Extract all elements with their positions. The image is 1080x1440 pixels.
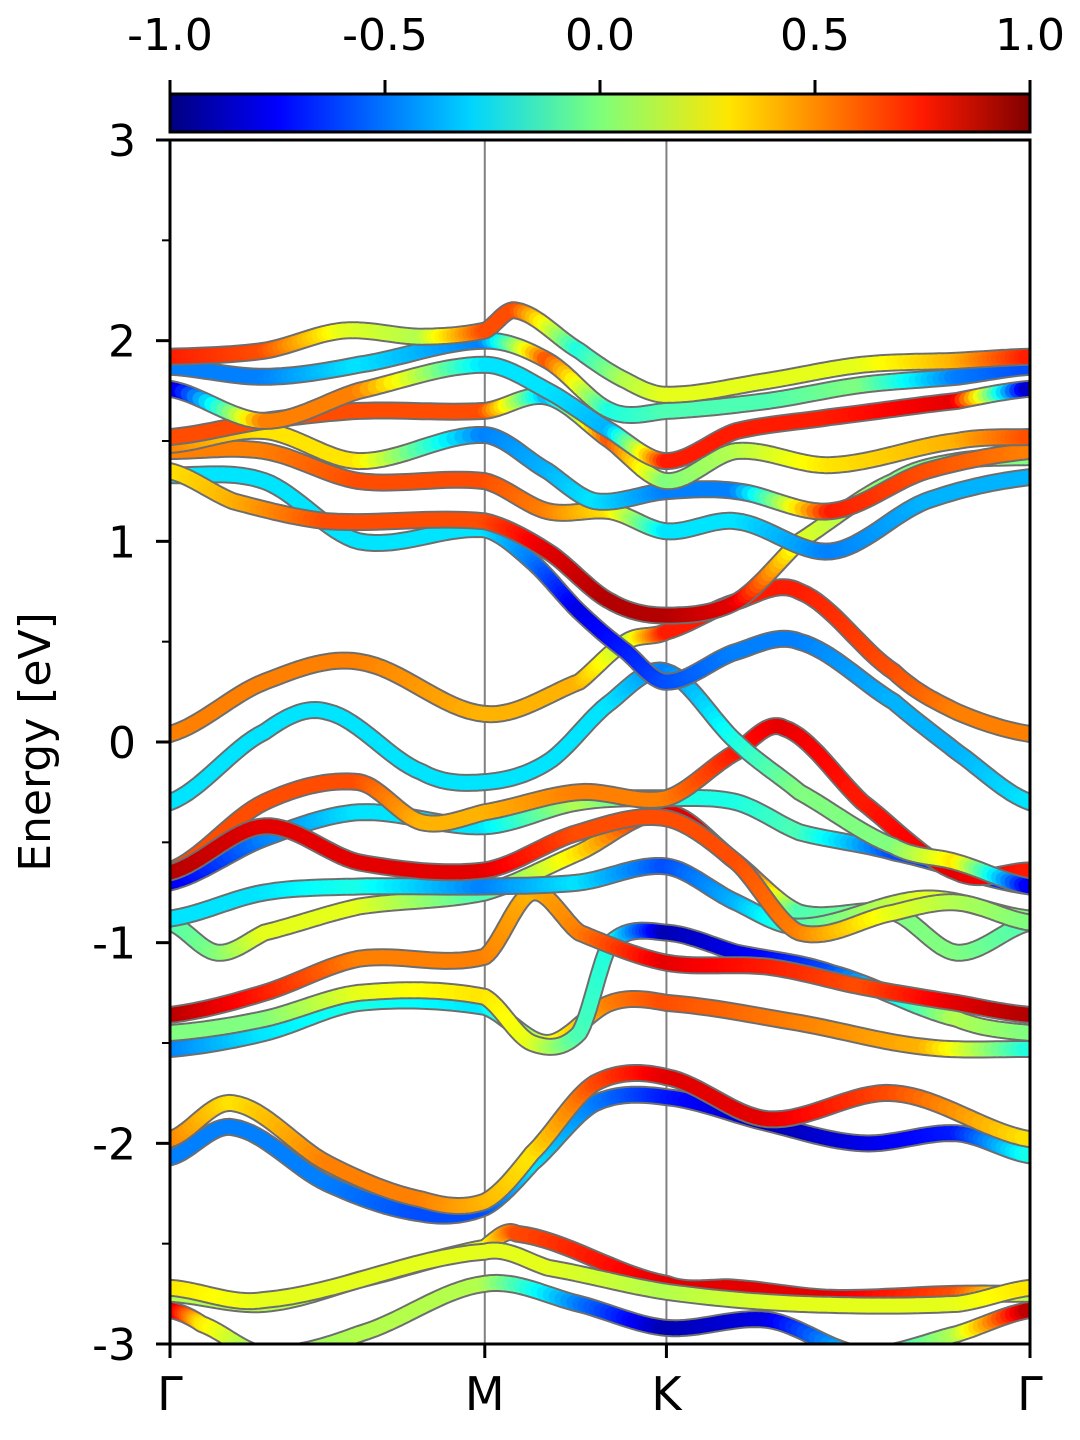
x-tick-label: Γ [1017, 1367, 1043, 1421]
band-15 [170, 578, 1030, 743]
colorbar: -1.0 -0.5 0.0 0.5 1.0 [127, 10, 1065, 134]
bands [170, 301, 1030, 1355]
band-segment [306, 1340, 324, 1344]
band-13 [170, 807, 1030, 944]
colorbar-tick-label: 1.0 [995, 10, 1065, 61]
x-tick-label: K [651, 1367, 683, 1421]
band-22 [170, 331, 1030, 424]
band-segment [302, 1342, 317, 1344]
band-segment [257, 1353, 261, 1354]
y-tick-label: -3 [92, 1320, 136, 1371]
colorbar-ticks: -1.0 -0.5 0.0 0.5 1.0 [127, 10, 1065, 94]
y-tick-label: -1 [92, 919, 136, 970]
band-segment [301, 1343, 309, 1344]
band-3 [170, 1241, 1030, 1315]
band-16 [170, 465, 1030, 812]
band-segment [288, 1353, 294, 1354]
y-tick-label: 1 [108, 517, 136, 568]
band-segment [294, 1352, 300, 1353]
x-tick-label: M [465, 1367, 505, 1421]
plot-area: -3 -2 -1 0 1 2 3 Γ M K Γ Energy [eV] [10, 116, 1043, 1421]
y-axis-ticks: -3 -2 -1 0 1 2 3 [92, 116, 170, 1371]
band-segment [238, 1340, 253, 1344]
band-segment [899, 1340, 916, 1344]
band-5 [170, 1064, 1030, 1215]
y-tick-label: 0 [108, 718, 136, 769]
y-axis-label: Energy [eV] [10, 612, 61, 872]
band-12 [170, 717, 1030, 887]
band-segment [880, 1353, 886, 1354]
band-segment [261, 1354, 265, 1355]
band-segment [857, 1353, 863, 1354]
band-segment [895, 1342, 909, 1344]
band-segment [234, 1338, 251, 1344]
band-1 [170, 1273, 1030, 1355]
band-segment [282, 1353, 288, 1354]
band-segment [903, 1338, 923, 1344]
band-21 [170, 355, 1030, 471]
band-segment [826, 1339, 845, 1344]
band-23 [170, 301, 1030, 404]
band-segment [833, 1341, 848, 1344]
colorbar-tick-label: -0.5 [342, 10, 428, 61]
band-segment [244, 1342, 254, 1344]
band-segment [886, 1352, 892, 1353]
band-segment [851, 1352, 857, 1353]
colorbar-gradient [168, 92, 1032, 134]
band-segment [253, 1351, 257, 1352]
band-segment [895, 1343, 900, 1344]
y-tick-label: 3 [108, 116, 136, 167]
y-tick-label: -2 [92, 1119, 136, 1170]
band-segment [311, 1338, 331, 1344]
y-tick-label: 2 [108, 317, 136, 368]
band-segment [842, 1343, 848, 1344]
colorbar-tick-label: 0.5 [780, 10, 850, 61]
colorbar-tick-label: 0.0 [565, 10, 635, 61]
x-tick-label: Γ [157, 1367, 183, 1421]
band-8 [170, 883, 1030, 1024]
colorbar-tick-label: -1.0 [127, 10, 213, 61]
